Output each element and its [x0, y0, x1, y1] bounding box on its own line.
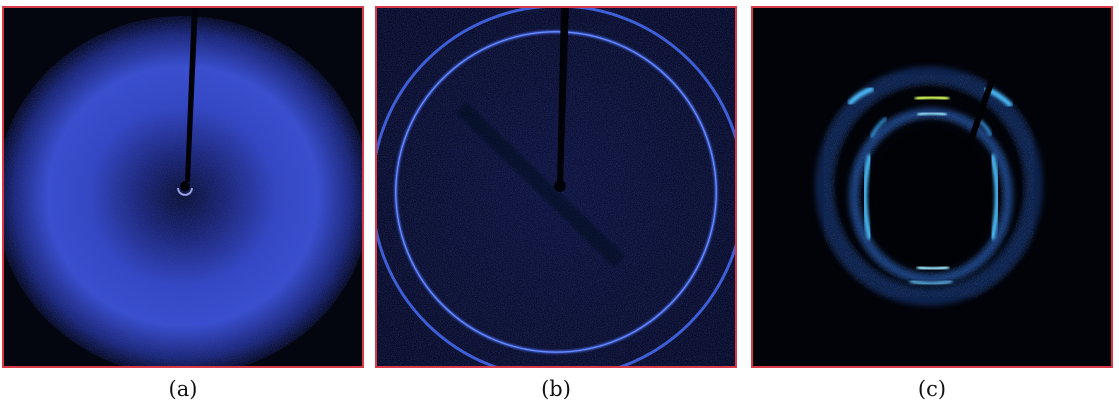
panel-caption-c: (c) [917, 377, 947, 401]
diffraction-panel-b [375, 6, 737, 368]
arc-spot-top [914, 94, 950, 102]
panel-caption-b: (b) [541, 377, 571, 401]
arc-spot-left [862, 153, 873, 240]
beam-stop-arm [184, 8, 198, 183]
arc-spot-upper-left [847, 86, 875, 106]
panel-caption-a: (a) [168, 377, 198, 401]
beam-stop-arm [962, 75, 997, 157]
diffraction-panel-c [751, 6, 1113, 368]
sharp-ring-pattern [377, 8, 735, 366]
beam-stop-arm [556, 8, 569, 187]
arc-spot-right [989, 153, 1000, 240]
diffuse-halo-pattern [4, 8, 362, 366]
beam-stop-center [177, 187, 193, 196]
diffraction-panel-a [2, 6, 364, 368]
segmented-ring-pattern [753, 8, 1111, 366]
arc-spot-bottom [916, 264, 950, 272]
